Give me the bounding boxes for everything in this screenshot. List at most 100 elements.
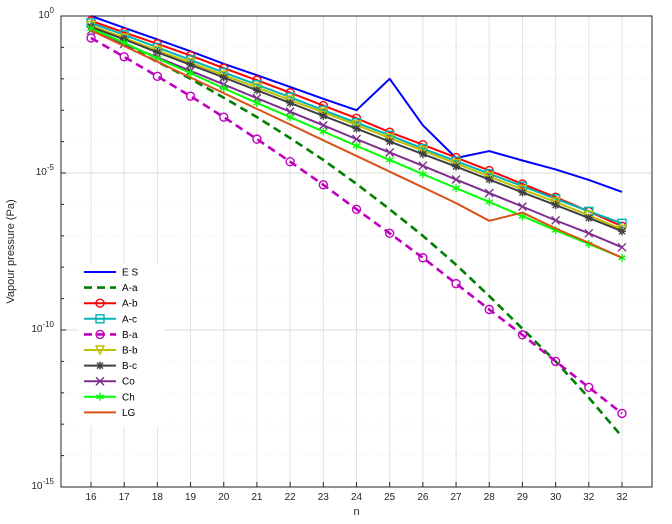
- series-b-a: [86, 33, 627, 419]
- x-tick-label: 22: [285, 492, 297, 503]
- data-point-b-a: [185, 91, 196, 101]
- legend-label: A-a: [122, 283, 138, 294]
- data-point-b-a: [384, 228, 395, 239]
- data-point-b-a: [484, 304, 494, 315]
- series-line-a-c: [90, 22, 623, 225]
- y-axis-label: Vapour pressure (Pa): [5, 199, 17, 303]
- data-point-b-c: [153, 48, 162, 57]
- data-point-ch: [186, 69, 195, 78]
- data-point-b-c: [418, 150, 427, 159]
- data-point-b-b: [484, 171, 495, 182]
- data-point-b-a: [351, 204, 362, 214]
- series-lg: [90, 29, 623, 259]
- y-tick-label: 100: [38, 6, 54, 21]
- legend-label: Ch: [122, 392, 135, 403]
- x-tick-label: 25: [384, 492, 396, 503]
- x-tick-label: 32: [616, 492, 628, 503]
- x-tick-label: 23: [318, 492, 330, 503]
- series-line-b-a: [90, 36, 623, 415]
- legend-item-ch: Ch: [84, 392, 135, 403]
- series-b-c: [87, 22, 626, 236]
- legend: E S A-a A-b A-c B-a B-b B-c Co Ch LG: [78, 264, 164, 426]
- data-point-b-b: [417, 145, 429, 157]
- data-point-b-a: [550, 356, 561, 367]
- data-point-b-a: [285, 156, 295, 167]
- data-point-b-b: [517, 184, 528, 195]
- x-tick-label: 18: [152, 492, 164, 503]
- data-point-b-c: [518, 188, 527, 197]
- data-point-co: [484, 188, 494, 198]
- data-point-co: [385, 147, 395, 157]
- y-tick-label: 10-15: [31, 477, 54, 492]
- data-point-b-a: [617, 408, 627, 419]
- data-point-co: [451, 175, 461, 185]
- data-point-b-a: [252, 134, 262, 144]
- legend-marker: [95, 376, 105, 386]
- data-point-b-c: [352, 124, 361, 133]
- data-point-b-b: [550, 197, 561, 208]
- series-group: [85, 15, 628, 438]
- legend-marker: [96, 392, 104, 401]
- data-point-b-c: [385, 137, 394, 146]
- data-point-ch: [219, 84, 228, 93]
- legend-label: A-c: [122, 314, 137, 325]
- legend-marker: [96, 361, 104, 370]
- legend-item-e-s: E S: [84, 268, 138, 279]
- data-point-co: [418, 161, 428, 171]
- x-axis-ticks: 16 17 18 19 20 21 22 23 24 25 26 27 28 29 30 32 32: [85, 482, 628, 503]
- x-tick-label: 19: [185, 492, 197, 503]
- x-tick-label: 28: [484, 492, 496, 503]
- data-point-ch: [385, 155, 394, 164]
- x-tick-label: 32: [583, 492, 595, 503]
- data-point-ch: [452, 184, 460, 193]
- data-point-b-c: [319, 111, 328, 120]
- legend-label: B-c: [122, 361, 137, 372]
- series-line-lg: [90, 29, 623, 259]
- data-point-b-c: [286, 98, 295, 107]
- x-axis-label: n: [353, 506, 359, 518]
- x-tick-label: 24: [351, 492, 363, 503]
- data-point-co: [285, 107, 295, 117]
- legend-item-b-a: B-a: [84, 329, 138, 341]
- data-point-b-b: [384, 133, 395, 144]
- data-point-b-c: [584, 213, 593, 222]
- data-point-b-b: [318, 107, 329, 118]
- data-point-b-c: [219, 73, 228, 82]
- data-point-co: [551, 215, 561, 225]
- legend-marker: [95, 298, 105, 308]
- data-point-co: [584, 228, 594, 238]
- legend-label: LG: [122, 408, 136, 419]
- data-point-co: [352, 134, 361, 144]
- legend-item-a-c: A-c: [84, 314, 137, 325]
- legend-marker: [95, 314, 105, 324]
- legend-item-b-b: B-b: [84, 345, 138, 357]
- x-tick-label: 16: [85, 492, 97, 503]
- data-point-ch: [286, 113, 294, 122]
- data-point-b-a: [451, 278, 461, 289]
- legend-label: E S: [122, 268, 138, 279]
- legend-item-b-c: B-c: [84, 361, 137, 372]
- x-tick-label: 29: [517, 492, 529, 503]
- data-point-b-c: [252, 86, 261, 95]
- legend-item-co: Co: [84, 377, 135, 388]
- series-line-e-s: [90, 15, 623, 193]
- data-point-b-a: [219, 112, 229, 122]
- x-tick-label: 30: [550, 492, 562, 503]
- legend-marker: [95, 329, 105, 340]
- legend-marker: [94, 345, 106, 356]
- data-point-b-a: [517, 330, 528, 340]
- y-tick-label: 10-5: [36, 163, 55, 178]
- data-point-ch: [419, 170, 427, 179]
- data-point-b-a: [584, 382, 594, 392]
- y-tick-label: 10-10: [31, 320, 54, 335]
- data-point-b-a: [152, 71, 163, 82]
- x-tick-label: 26: [417, 492, 429, 503]
- legend-item-a-a: A-a: [84, 283, 138, 294]
- data-point-b-c: [186, 60, 195, 69]
- data-point-co: [318, 120, 328, 130]
- data-point-co: [617, 242, 627, 252]
- data-point-ch: [352, 141, 361, 150]
- data-point-b-c: [452, 162, 461, 171]
- data-point-ch: [485, 197, 494, 206]
- legend-item-lg: LG: [84, 408, 136, 419]
